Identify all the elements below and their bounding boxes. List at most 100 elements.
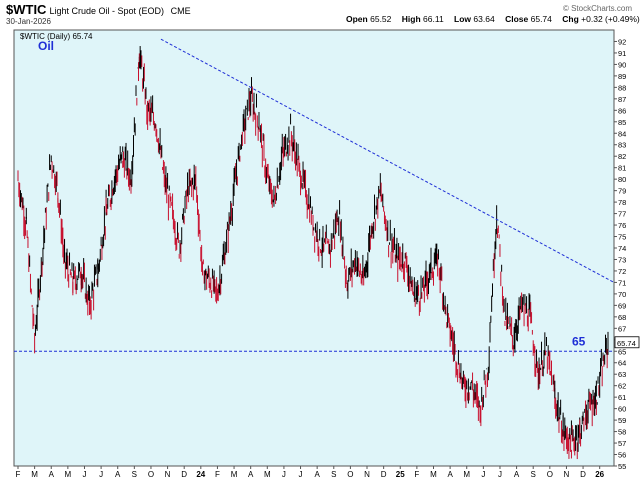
y-tick-label: 89 <box>618 72 626 81</box>
x-tick-label: M <box>264 470 271 479</box>
x-tick-label: M <box>231 470 238 479</box>
x-tick-label: J <box>498 470 502 479</box>
x-tick-label: M <box>31 470 38 479</box>
low-label: Low <box>454 14 472 24</box>
y-tick-label: 75 <box>618 233 626 242</box>
x-tick-label: D <box>381 470 387 479</box>
y-tick-label: 86 <box>618 106 626 115</box>
x-tick-label: D <box>181 470 187 479</box>
close-value: 65.74 <box>530 14 552 24</box>
x-tick-label: J <box>282 470 286 479</box>
x-tick-label: S <box>531 470 536 479</box>
symbol-title: $WTIC Light Crude Oil - Spot (EOD) CME <box>6 2 191 17</box>
y-tick-label: 72 <box>618 267 626 276</box>
y-tick-label: 77 <box>618 210 626 219</box>
y-tick-label: 59 <box>618 416 626 425</box>
y-tick-label: 78 <box>618 198 626 207</box>
y-tick-label: 74 <box>618 244 626 253</box>
close-label: Close <box>505 14 529 24</box>
y-tick-label: 79 <box>618 187 626 196</box>
y-tick-label: 81 <box>618 164 626 173</box>
high-label: High <box>401 14 421 24</box>
x-tick-label: 25 <box>396 470 405 479</box>
y-tick-label: 82 <box>618 152 626 161</box>
x-tick-label: O <box>547 470 553 479</box>
legend-title: $WTIC (Daily) 65.74 <box>20 32 93 41</box>
y-tick-label: 68 <box>618 313 626 322</box>
y-tick-label: 92 <box>618 37 626 46</box>
x-tick-label: 24 <box>196 470 205 479</box>
y-tick-label: 70 <box>618 290 626 299</box>
y-tick-label: 56 <box>618 451 626 460</box>
x-tick-label: M <box>463 470 470 479</box>
last-price-label: 65.74 <box>617 339 636 348</box>
y-tick-label: 76 <box>618 221 626 230</box>
symbol: $WTIC <box>6 2 47 17</box>
quote-date: 30-Jan-2026 <box>6 17 51 26</box>
ohlc-readout: Open 65.52 High 66.11 Low 63.64 Close 65… <box>346 14 640 24</box>
x-tick-label: A <box>514 470 520 479</box>
x-tick-label: N <box>564 470 570 479</box>
y-tick-label: 63 <box>618 370 626 379</box>
open-value: 65.52 <box>370 14 392 24</box>
level-label: 65 <box>572 334 586 348</box>
symbol-description: Light Crude Oil - Spot (EOD) <box>49 6 164 16</box>
y-tick-label: 85 <box>618 118 626 127</box>
x-tick-label: D <box>580 470 586 479</box>
y-tick-label: 73 <box>618 255 626 264</box>
x-tick-label: J <box>99 470 103 479</box>
x-tick-label: A <box>115 470 121 479</box>
exchange: CME <box>170 6 191 16</box>
x-tick-label: N <box>165 470 171 479</box>
x-tick-label: N <box>364 470 370 479</box>
y-tick-label: 60 <box>618 405 626 414</box>
x-tick-label: F <box>215 470 220 479</box>
y-tick-label: 65 <box>618 347 626 356</box>
plot-area <box>13 29 615 467</box>
x-tick-label: S <box>331 470 336 479</box>
trendline <box>160 38 615 283</box>
y-tick-label: 91 <box>618 49 626 58</box>
y-tick-label: 87 <box>618 95 626 104</box>
price-bars <box>17 46 609 460</box>
x-tick-label: A <box>49 470 55 479</box>
x-tick-label: O <box>347 470 353 479</box>
y-tick-label: 67 <box>618 324 626 333</box>
y-tick-label: 57 <box>618 439 626 448</box>
y-tick-label: 62 <box>618 382 626 391</box>
x-tick-label: A <box>447 470 453 479</box>
x-tick-label: O <box>148 470 154 479</box>
annotation-oil: Oil <box>38 39 54 53</box>
last-price-tag <box>614 336 640 349</box>
y-tick-label: 61 <box>618 393 626 402</box>
x-tick-label: A <box>248 470 254 479</box>
x-tick-label: J <box>481 470 485 479</box>
y-tick-label: 69 <box>618 301 626 310</box>
y-tick-label: 58 <box>618 428 626 437</box>
brand-watermark: © StockCharts.com <box>562 4 632 13</box>
y-tick-label: 90 <box>618 60 626 69</box>
x-tick-label: F <box>16 470 21 479</box>
chg-value: +0.32 (+0.49%) <box>581 14 640 24</box>
x-tick-label: F <box>414 470 419 479</box>
chg-label: Chg <box>562 14 579 24</box>
x-tick-label: M <box>65 470 72 479</box>
x-tick-label: M <box>430 470 437 479</box>
x-tick-label: 26 <box>595 470 604 479</box>
high-value: 66.11 <box>423 14 444 24</box>
x-tick-label: J <box>299 470 303 479</box>
y-tick-label: 80 <box>618 175 626 184</box>
x-axis: F M A M J J A S O N D 24 F M A M J J A S O N D 25 F M A M J J A S O N D 26 <box>16 466 605 479</box>
y-tick-label: 71 <box>618 278 626 287</box>
x-tick-label: S <box>132 470 137 479</box>
chart-header: $WTIC Light Crude Oil - Spot (EOD) CME 30… <box>0 0 640 30</box>
y-axis: 5556575859606162636465666768697071727374… <box>614 37 626 471</box>
x-tick-label: A <box>314 470 320 479</box>
open-label: Open <box>346 14 368 24</box>
y-tick-label: 83 <box>618 141 626 150</box>
y-tick-label: 55 <box>618 462 626 471</box>
x-tick-label: J <box>82 470 86 479</box>
y-tick-label: 84 <box>618 129 626 138</box>
y-tick-label: 64 <box>618 359 626 368</box>
